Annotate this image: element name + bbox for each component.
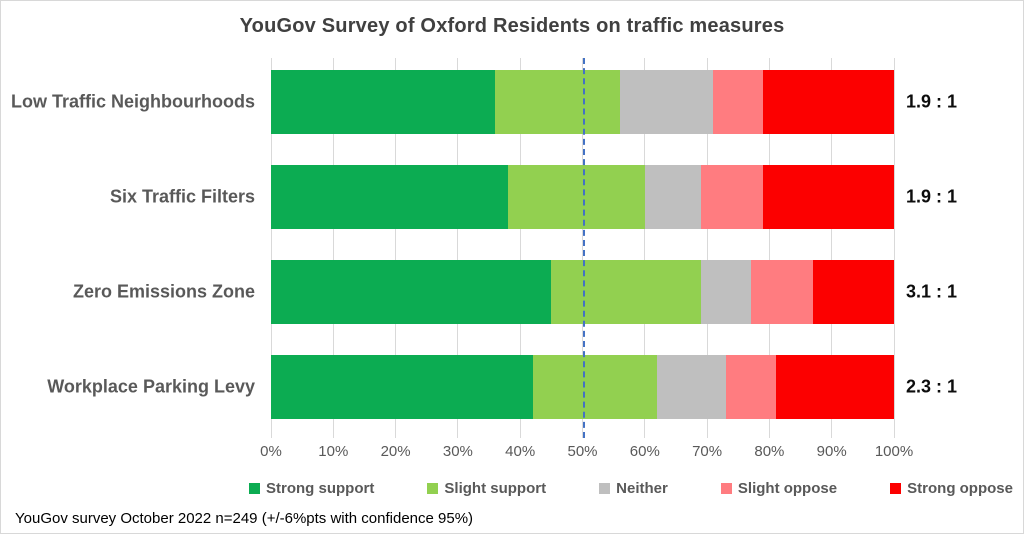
x-tick-label: 90% <box>816 443 847 460</box>
bar-segment-strong-support <box>271 165 508 229</box>
gridline-10% <box>332 58 334 438</box>
gridline-70% <box>706 58 708 438</box>
bar-row <box>271 70 894 134</box>
gridline-30% <box>457 58 459 438</box>
ratio-label: 3.1 : 1 <box>906 281 958 302</box>
legend: Strong support Slight support Neither Sligh… <box>249 480 1013 497</box>
bar-row <box>271 165 894 229</box>
bar-segment-slight-oppose <box>700 165 764 229</box>
bar-row <box>271 355 894 419</box>
reference-line-50pct <box>582 58 585 438</box>
legend-item-neither: Neither <box>599 480 668 497</box>
gridline-80% <box>768 58 770 438</box>
legend-label: Strong oppose <box>907 480 1013 497</box>
gridline-90% <box>831 58 833 438</box>
ratio-label: 1.9 : 1 <box>906 91 958 112</box>
bar-segment-slight-support <box>532 355 658 419</box>
bar-segment-strong-oppose <box>812 260 894 324</box>
x-tick-label: 70% <box>692 443 723 460</box>
bar-segment-neither <box>644 165 701 229</box>
legend-item-strong-oppose: Strong oppose <box>890 480 1013 497</box>
x-tick-label: 20% <box>380 443 411 460</box>
bar-segment-strong-oppose <box>763 165 894 229</box>
legend-swatch-icon <box>890 483 902 494</box>
bar-segment-neither <box>657 355 726 419</box>
bar-segment-slight-oppose <box>750 260 813 324</box>
ratio-label: 1.9 : 1 <box>906 186 958 207</box>
gridline-40% <box>519 58 521 438</box>
legend-item-slight-oppose: Slight oppose <box>720 480 838 497</box>
bar-segment-neither <box>619 70 714 134</box>
gridline-20% <box>395 58 397 438</box>
bar-segment-strong-oppose <box>775 355 894 419</box>
x-tick-label: 60% <box>629 443 660 460</box>
legend-swatch-icon <box>427 483 439 494</box>
category-label: Workplace Parking Levy <box>47 376 255 397</box>
category-label: Low Traffic Neighbourhoods <box>11 91 255 112</box>
bar-segment-strong-support <box>271 355 533 419</box>
legend-item-strong-support: Strong support <box>249 480 374 497</box>
x-tick-label: 80% <box>754 443 785 460</box>
legend-swatch-icon <box>720 483 732 494</box>
bar-segment-slight-support <box>495 70 620 134</box>
legend-swatch-icon <box>599 483 611 494</box>
bar-segment-slight-support <box>551 260 701 324</box>
bar-segment-strong-support <box>271 70 496 134</box>
legend-label: Slight oppose <box>737 480 838 497</box>
plot-area <box>270 58 895 438</box>
source-footnote: YouGov survey October 2022 n=249 (+/-6%p… <box>15 510 474 527</box>
x-tick-label: 40% <box>505 443 536 460</box>
bar-segment-neither <box>700 260 751 324</box>
gridline-60% <box>644 58 646 438</box>
gridline-100% <box>893 58 895 438</box>
ratio-label: 2.3 : 1 <box>906 376 958 397</box>
bar-row <box>271 260 894 324</box>
legend-label: Slight support <box>444 480 547 497</box>
chart-title: YouGov Survey of Oxford Residents on tra… <box>239 15 785 37</box>
legend-label: Strong support <box>266 480 375 497</box>
x-tick-label: 100% <box>874 443 914 460</box>
x-tick-label: 10% <box>318 443 349 460</box>
bar-segment-slight-oppose <box>725 355 776 419</box>
legend-item-slight-support: Slight support <box>427 480 546 497</box>
x-tick-label: 30% <box>442 443 473 460</box>
bar-segment-strong-support <box>271 260 552 324</box>
gridline-0% <box>270 58 272 438</box>
bar-segment-slight-oppose <box>713 70 764 134</box>
category-label: Zero Emissions Zone <box>72 281 255 302</box>
bar-segment-strong-oppose <box>763 70 894 134</box>
bar-segment-slight-support <box>507 165 645 229</box>
legend-swatch-icon <box>249 483 260 494</box>
x-tick-label: 0% <box>260 443 282 460</box>
category-label: Six Traffic Filters <box>109 186 255 207</box>
x-tick-label: 50% <box>567 443 598 460</box>
legend-label: Neither <box>616 480 668 497</box>
